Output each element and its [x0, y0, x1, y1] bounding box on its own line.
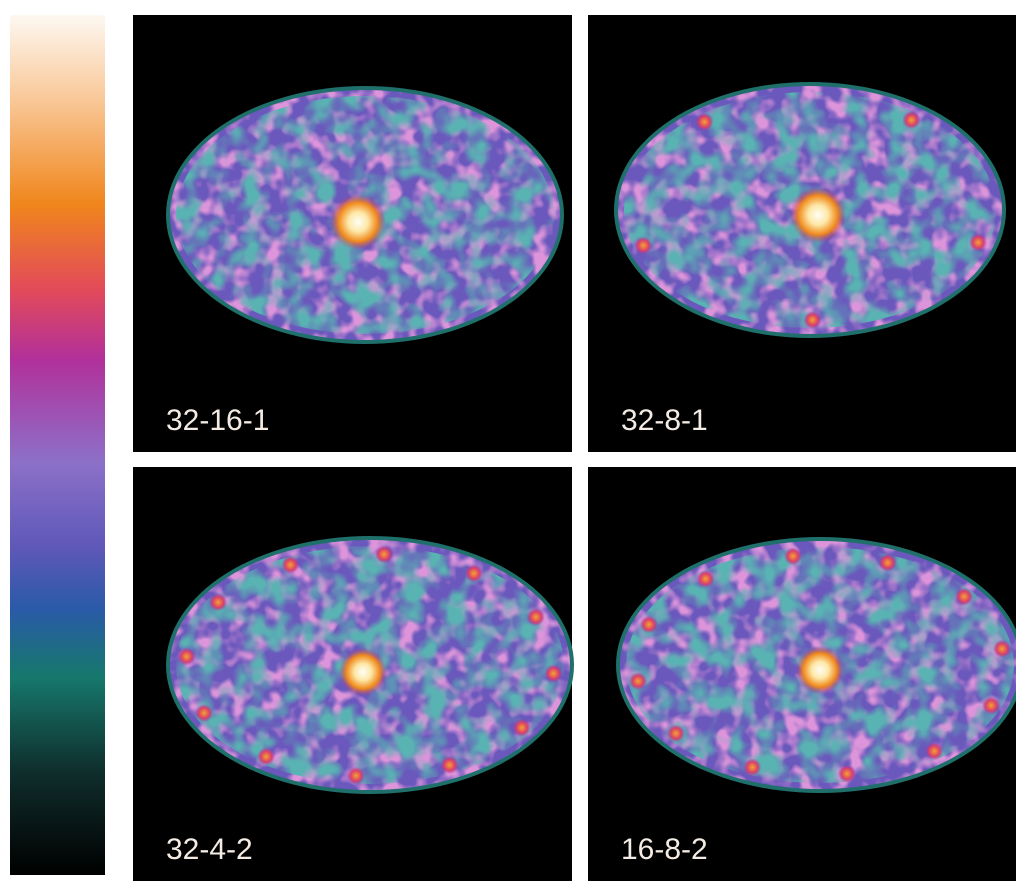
image-panel: 32-16-1 — [133, 15, 572, 452]
hot-spot — [790, 187, 846, 243]
edge-hot-spot — [697, 570, 715, 588]
edge-hot-spot — [347, 767, 365, 785]
hot-spot — [330, 194, 386, 250]
edge-hot-spot — [527, 608, 545, 626]
panel-label: 32-8-1 — [621, 404, 708, 437]
edge-hot-spot — [209, 593, 227, 611]
edge-hot-spot — [513, 719, 531, 737]
edge-hot-spot — [969, 234, 987, 252]
edge-hot-spot — [375, 545, 393, 563]
figure: 32-16-1 32-8-1 32-4-2 16-8-2 — [0, 0, 1016, 881]
image-panel: 32-4-2 — [133, 467, 574, 881]
edge-hot-spot — [879, 554, 897, 572]
edge-hot-spot — [441, 756, 459, 774]
hot-spot — [796, 646, 844, 694]
edge-hot-spot — [696, 113, 714, 131]
panel-label: 32-16-1 — [166, 404, 269, 437]
edge-hot-spot — [195, 704, 213, 722]
color-bar — [10, 15, 105, 875]
edge-hot-spot — [544, 664, 562, 682]
edge-hot-spot — [982, 696, 1000, 714]
page: 32-16-132-8-132-4-216-8-2 (() => { const… — [0, 0, 1016, 881]
edge-hot-spot — [925, 742, 943, 760]
image-panel: 32-8-1 — [588, 15, 1016, 452]
edge-hot-spot — [743, 758, 761, 776]
edge-hot-spot — [281, 556, 299, 574]
edge-hot-spot — [803, 311, 821, 329]
edge-hot-spot — [178, 648, 196, 666]
hot-spot — [339, 648, 387, 696]
edge-hot-spot — [955, 588, 973, 606]
edge-hot-spot — [902, 111, 920, 129]
edge-hot-spot — [640, 616, 658, 634]
edge-hot-spot — [629, 672, 647, 690]
edge-hot-spot — [784, 547, 802, 565]
edge-hot-spot — [667, 724, 685, 742]
panel-label: 16-8-2 — [621, 833, 708, 866]
edge-hot-spot — [465, 564, 483, 582]
edge-hot-spot — [993, 640, 1011, 658]
panel-label: 32-4-2 — [166, 833, 253, 866]
edge-hot-spot — [257, 748, 275, 766]
edge-hot-spot — [634, 236, 652, 254]
image-panel: 16-8-2 — [588, 467, 1016, 881]
edge-hot-spot — [838, 765, 856, 783]
